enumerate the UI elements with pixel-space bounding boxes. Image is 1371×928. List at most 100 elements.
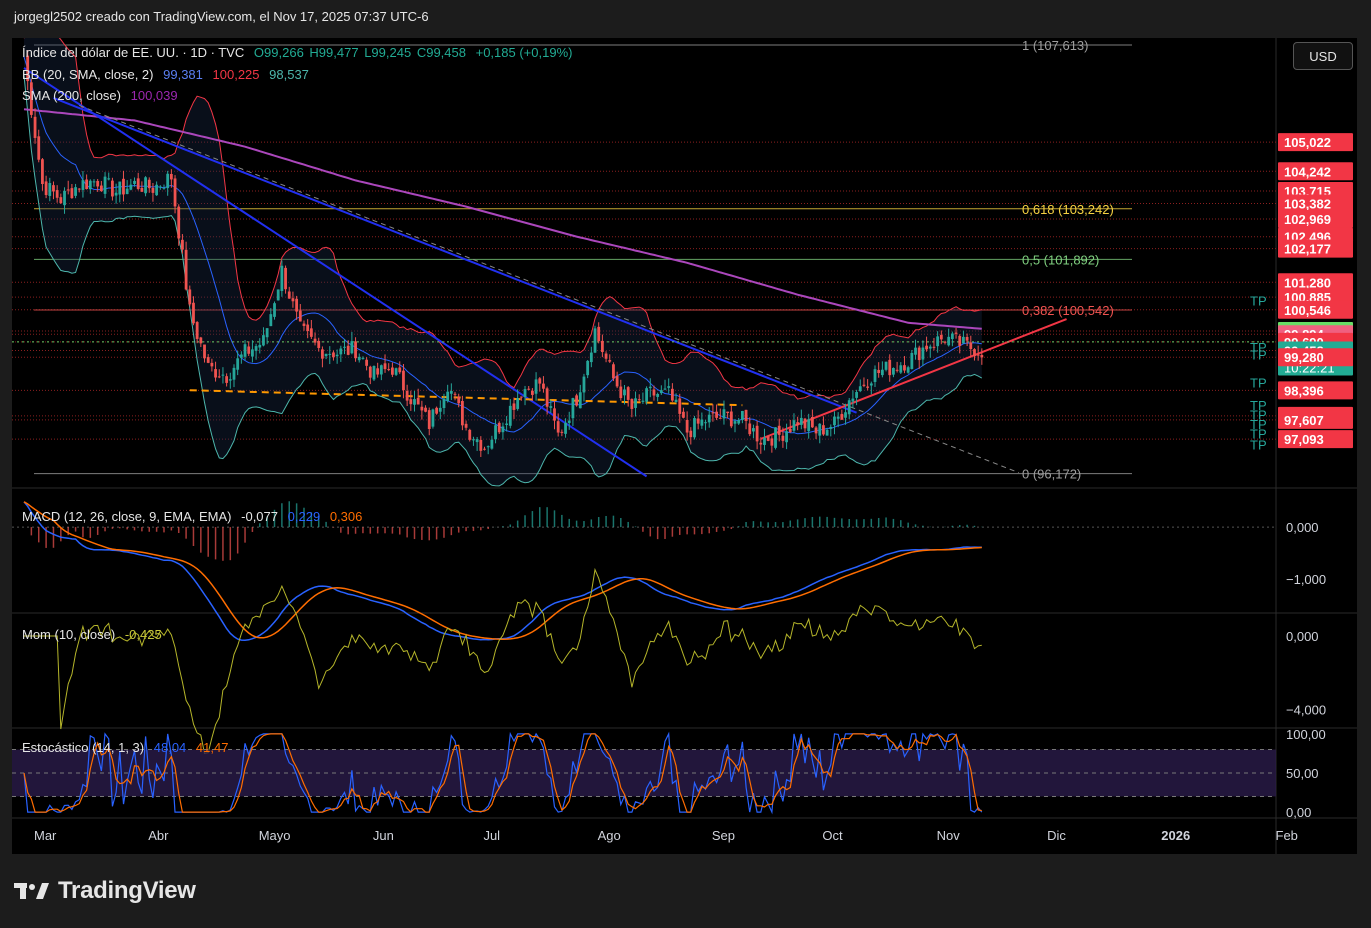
candle-body	[92, 181, 96, 183]
chart-area[interactable]: 1 (107,613) 0,618 (103,242) 0,5 (101,892) 0…	[12, 38, 1357, 854]
candle-body	[490, 439, 494, 449]
candle-body	[785, 431, 788, 443]
candle-body	[556, 421, 560, 433]
tp-label: TP	[1250, 426, 1267, 441]
currency-button[interactable]: USD	[1293, 42, 1353, 70]
change-value: +0,185 (+0,19%)	[475, 45, 573, 60]
candle-body	[26, 55, 30, 82]
chart-canvas[interactable]: 1 (107,613) 0,618 (103,242) 0,5 (101,892) 0…	[12, 38, 1357, 854]
candle-body	[483, 448, 486, 450]
candle-body	[431, 409, 435, 427]
price-tag-label: 104,242	[1284, 164, 1331, 179]
candle-body	[822, 425, 825, 435]
candle-body	[700, 419, 704, 426]
legend-bb: BB (20, SMA, close, 2) 99,381 100,225 98…	[22, 67, 315, 82]
candle-body	[763, 437, 766, 445]
candle-body	[394, 368, 398, 375]
candle-body	[774, 427, 777, 448]
candle-body	[962, 336, 965, 344]
sma-label: SMA (200, close)	[22, 88, 121, 103]
candle-body	[752, 428, 755, 432]
candle-body	[416, 397, 420, 405]
candle-body	[140, 187, 144, 192]
candle-body	[914, 347, 917, 355]
candle-body	[136, 178, 140, 189]
candle-body	[59, 197, 63, 204]
candle-body	[206, 357, 210, 363]
candle-body	[862, 384, 866, 386]
tp-label: TP	[1250, 438, 1267, 453]
x-axis-label: Dic	[1047, 828, 1066, 843]
candle-body	[844, 412, 847, 418]
candle-body	[457, 396, 461, 404]
candle-body	[479, 439, 483, 451]
candle-body	[759, 442, 763, 445]
candle-body	[468, 429, 472, 440]
candle-body	[88, 180, 92, 190]
candle-body	[376, 368, 380, 375]
candle-body	[895, 369, 899, 371]
candle-body	[103, 176, 107, 194]
candle-body	[184, 249, 188, 290]
price-tag-label: 98,396	[1284, 383, 1324, 398]
tradingview-logo-icon	[14, 883, 49, 899]
candle-body	[195, 322, 199, 339]
candle-body	[542, 383, 545, 389]
candle-body	[656, 393, 660, 397]
mom-label: Mom (10, close)	[22, 627, 116, 642]
candle-body	[350, 341, 354, 354]
legend-macd: MACD (12, 26, close, 9, EMA, EMA) -0,077…	[22, 509, 368, 524]
candle-body	[936, 336, 940, 347]
price-tag-label: 101,280	[1284, 275, 1331, 290]
candle-body	[460, 401, 464, 426]
candle-body	[214, 369, 217, 378]
stoch-k-value: 48,04	[153, 740, 187, 755]
candle-body	[508, 405, 512, 426]
candle-body	[788, 428, 792, 433]
price-tag	[1278, 133, 1353, 152]
candle-body	[917, 347, 921, 361]
candle-body	[685, 419, 689, 433]
candle-body	[63, 190, 66, 206]
candle-body	[33, 116, 37, 138]
macd-axis-label: 0,000	[1286, 520, 1319, 535]
candle-body	[722, 409, 726, 419]
fib-label: 0,5 (101,892)	[1022, 252, 1099, 267]
candle-body	[409, 399, 413, 405]
candle-body	[943, 341, 947, 343]
downtrend-line-1	[23, 67, 648, 478]
tradingview-logo[interactable]: TradingView	[14, 876, 196, 906]
tp-label: TP	[1250, 398, 1267, 413]
price-tag	[1278, 300, 1353, 319]
candle-body	[877, 369, 881, 374]
candle-body	[715, 411, 718, 418]
candle-body	[925, 345, 928, 350]
candle-body	[265, 328, 269, 338]
candle-body	[833, 416, 836, 426]
candle-body	[803, 418, 807, 429]
candle-body	[155, 184, 159, 196]
candle-body	[829, 426, 833, 429]
candle-body	[453, 393, 457, 395]
candle-body	[328, 353, 332, 355]
high-value: H99,477	[309, 45, 359, 60]
candle-body	[306, 324, 310, 331]
candle-body	[361, 357, 365, 359]
stoch-axis-label: 0,00	[1286, 805, 1311, 820]
candle-body	[217, 376, 221, 378]
candle-body	[387, 369, 391, 371]
candle-body	[405, 390, 409, 401]
candle-body	[494, 425, 497, 440]
candle-body	[486, 446, 490, 448]
candle-body	[623, 389, 626, 396]
candle-body	[324, 353, 328, 357]
candle-body	[545, 388, 549, 407]
bb-lower: 98,537	[269, 67, 309, 82]
candle-body	[560, 431, 564, 433]
candle-body	[567, 420, 571, 423]
candle-body	[273, 303, 276, 317]
tp-label: TP	[1250, 376, 1267, 391]
candle-body	[880, 369, 884, 376]
candle-body	[921, 347, 925, 360]
candle-body	[77, 188, 81, 190]
